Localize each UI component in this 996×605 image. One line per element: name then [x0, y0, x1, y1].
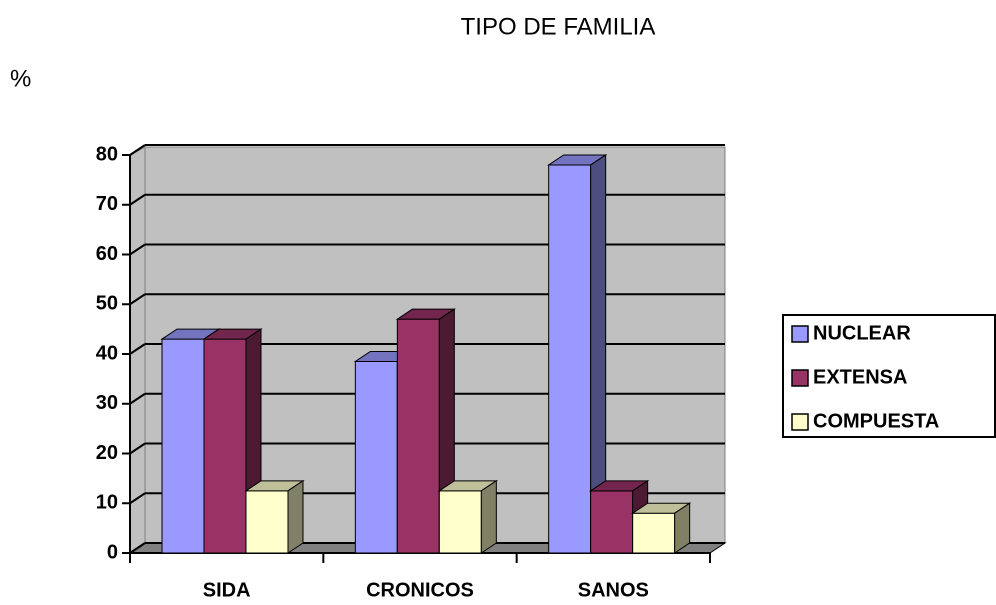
bar	[548, 164, 592, 554]
bar	[396, 318, 440, 554]
y-tick-label: 40	[96, 342, 118, 364]
grid-line	[129, 293, 146, 306]
grid-line	[129, 343, 146, 355]
legend-swatch	[791, 369, 809, 387]
bar	[203, 338, 247, 554]
legend-label: NUCLEAR	[813, 322, 911, 344]
bar	[438, 490, 482, 554]
y-tick-label: 20	[96, 442, 118, 464]
bar	[161, 338, 205, 554]
y-tick-label: 0	[107, 541, 118, 563]
y-axis-label: %	[10, 65, 31, 92]
bar-side	[480, 479, 497, 554]
bar	[632, 512, 676, 554]
x-tick-label: CRONICOS	[366, 579, 474, 601]
grid-line	[129, 144, 146, 156]
y-tick-label: 70	[96, 193, 118, 215]
legend	[782, 314, 996, 438]
y-tick-label: 10	[96, 492, 118, 514]
legend-swatch	[791, 413, 809, 431]
bar	[354, 360, 398, 554]
bar-side	[287, 479, 304, 554]
bar	[590, 490, 634, 554]
legend-label: COMPUESTA	[813, 410, 939, 432]
grid-line	[129, 442, 146, 455]
legend-swatch	[791, 325, 809, 343]
grid-line	[129, 193, 146, 206]
legend-label: EXTENSA	[813, 366, 907, 388]
grid-line	[129, 392, 146, 405]
y-tick-label: 50	[96, 293, 118, 315]
y-tick-label: 60	[96, 243, 118, 265]
x-tick-label: SANOS	[578, 579, 649, 601]
bar-side	[674, 502, 691, 554]
x-tick-label: SIDA	[203, 579, 251, 601]
grid-line	[129, 243, 146, 256]
grid-line	[129, 542, 146, 554]
y-tick-label: 30	[96, 392, 118, 414]
chart-title: TIPO DE FAMILIA	[461, 13, 656, 40]
y-tick-label: 80	[96, 143, 118, 165]
grid-line	[129, 492, 146, 505]
bar	[245, 490, 289, 554]
